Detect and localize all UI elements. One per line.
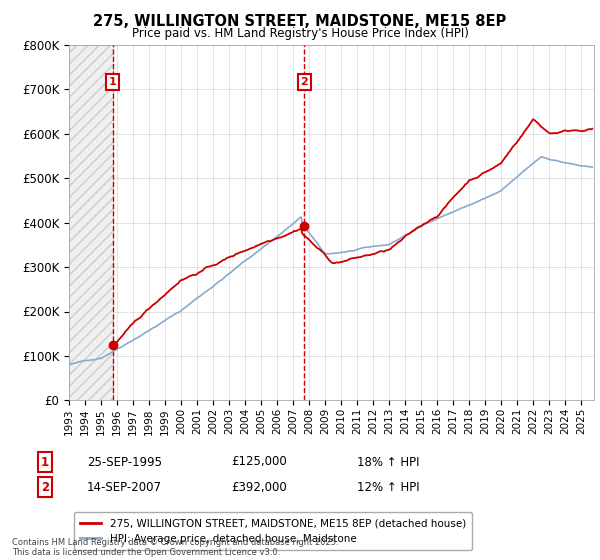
Text: 2: 2 bbox=[301, 77, 308, 87]
Text: 18% ↑ HPI: 18% ↑ HPI bbox=[357, 455, 419, 469]
Text: £392,000: £392,000 bbox=[231, 480, 287, 494]
Bar bbox=[69, 45, 113, 400]
Text: 12% ↑ HPI: 12% ↑ HPI bbox=[357, 480, 419, 494]
Text: Contains HM Land Registry data © Crown copyright and database right 2025.
This d: Contains HM Land Registry data © Crown c… bbox=[12, 538, 338, 557]
Text: 14-SEP-2007: 14-SEP-2007 bbox=[87, 480, 162, 494]
Legend: 275, WILLINGTON STREET, MAIDSTONE, ME15 8EP (detached house), HPI: Average price: 275, WILLINGTON STREET, MAIDSTONE, ME15 … bbox=[74, 512, 472, 550]
Text: 275, WILLINGTON STREET, MAIDSTONE, ME15 8EP: 275, WILLINGTON STREET, MAIDSTONE, ME15 … bbox=[94, 14, 506, 29]
Text: 25-SEP-1995: 25-SEP-1995 bbox=[87, 455, 162, 469]
Text: Price paid vs. HM Land Registry's House Price Index (HPI): Price paid vs. HM Land Registry's House … bbox=[131, 27, 469, 40]
Text: 1: 1 bbox=[41, 455, 49, 469]
Text: 1: 1 bbox=[109, 77, 116, 87]
Text: £125,000: £125,000 bbox=[231, 455, 287, 469]
Text: 2: 2 bbox=[41, 480, 49, 494]
